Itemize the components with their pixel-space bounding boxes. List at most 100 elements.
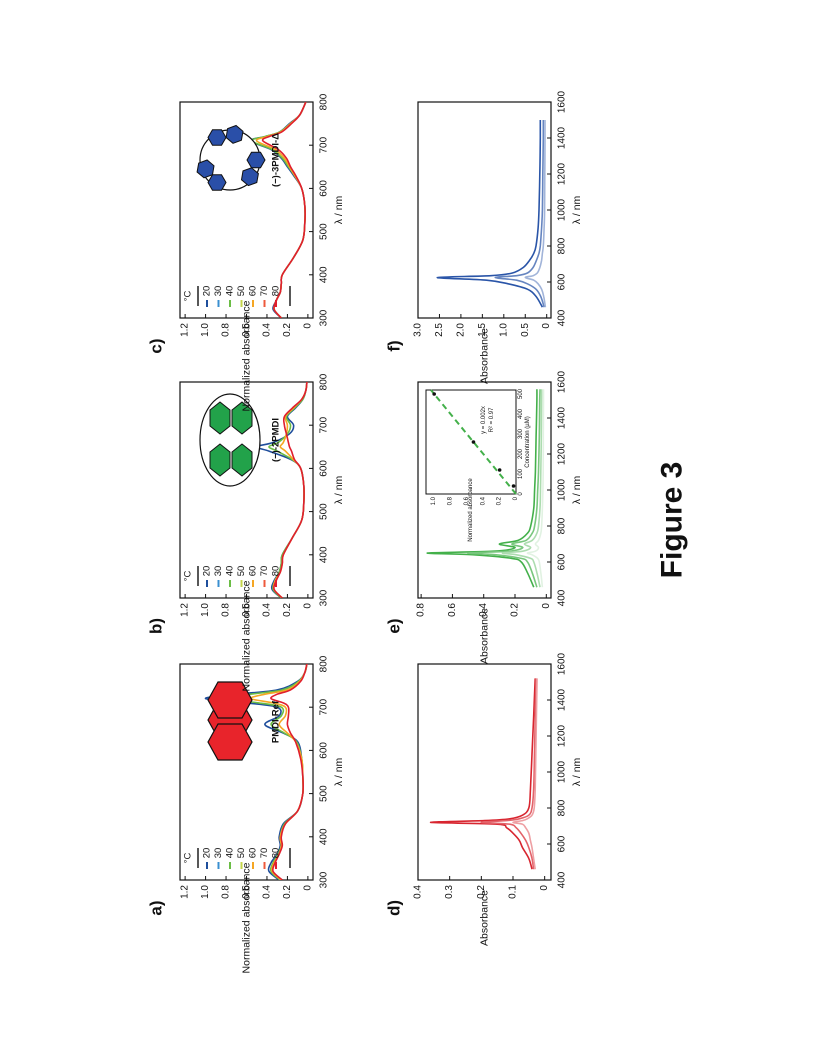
- x-tick-label: 500: [319, 223, 330, 240]
- y-tick-label: 0.1: [508, 885, 519, 899]
- y-tick-label: 0: [302, 323, 313, 329]
- y-tick-label: 0.4: [478, 603, 489, 617]
- inset-x-tick-label: 400: [518, 408, 524, 419]
- legend-entry: 40: [225, 566, 236, 577]
- y-tick-label: 2.5: [434, 323, 445, 337]
- y-tick-label: 1.2: [180, 603, 191, 617]
- x-tick-label: 800: [557, 237, 568, 254]
- legend-entry: 80: [271, 566, 282, 577]
- panel-label: e): [385, 618, 404, 633]
- legend-entry: 20: [202, 566, 213, 577]
- legend-entry: 40: [225, 848, 236, 859]
- temperature-legend: °C 20 30 40 50 60 70 80: [183, 848, 291, 869]
- x-tick-label: 800: [319, 373, 330, 390]
- series-line-1: [494, 120, 545, 308]
- series-line-0: [426, 389, 538, 588]
- legend-unit: °C: [183, 571, 194, 582]
- legend-entry: 50: [236, 286, 247, 297]
- y-axis-label: Normalized absorbance: [241, 300, 253, 411]
- x-axis-label: λ / nm: [333, 475, 345, 504]
- series-line-2: [501, 389, 543, 588]
- inset-x-tick-label: 0: [518, 492, 524, 496]
- legend-unit: °C: [183, 291, 194, 302]
- series-line-80: [270, 664, 308, 880]
- panel-label: c): [147, 338, 166, 353]
- legend-entry: 40: [225, 286, 236, 297]
- x-axis-label: λ / nm: [333, 757, 345, 786]
- legend-entry: 50: [236, 566, 247, 577]
- series-line-0: [429, 678, 536, 870]
- series-line-1: [480, 678, 537, 870]
- x-tick-label: 700: [319, 416, 330, 433]
- x-tick-label: 300: [319, 871, 330, 888]
- y-tick-label: 1.0: [200, 603, 211, 617]
- y-tick-label: 0: [541, 603, 552, 609]
- y-tick-label: 0.5: [520, 323, 531, 337]
- y-tick-label: 0: [302, 603, 313, 609]
- molecule-label: (−)-2PMDI: [271, 418, 282, 462]
- inset-x-tick-label: 100: [518, 468, 524, 479]
- series-line-60: [249, 664, 308, 880]
- x-tick-label: 800: [319, 655, 330, 672]
- series-line-2: [512, 678, 538, 870]
- inset-y-tick-label: 0.4: [480, 496, 486, 505]
- y-axis-label: Normalized absorbance: [241, 862, 253, 973]
- x-tick-label: 500: [319, 503, 330, 520]
- y-axis-label: Absorbance: [479, 328, 491, 384]
- x-tick-label: 1400: [557, 126, 568, 149]
- x-tick-label: 300: [319, 309, 330, 326]
- legend-entry: 70: [259, 566, 270, 577]
- panel-label: d): [385, 900, 404, 916]
- legend-entry: 30: [213, 286, 224, 297]
- x-tick-label: 1200: [557, 162, 568, 185]
- legend-entry: 60: [248, 848, 259, 859]
- y-tick-label: 0.8: [416, 603, 427, 617]
- legend-entry: 60: [248, 286, 259, 297]
- x-tick-label: 400: [319, 266, 330, 283]
- inset-y-tick-label: 1.0: [431, 496, 437, 505]
- series-line-80: [273, 382, 308, 598]
- x-tick-label: 1200: [557, 724, 568, 747]
- panel-f: 400 600 800 1000 1200 1400 1600 0 0.5 1.0 1.5 2.0 2.…: [385, 90, 584, 384]
- series-line-80: [261, 102, 307, 318]
- inset-point: [471, 440, 476, 444]
- x-tick-label: 400: [557, 871, 568, 888]
- inset-y-axis-label: Normalized absorbance: [468, 478, 474, 542]
- series-line-60: [272, 382, 308, 598]
- x-tick-label: 800: [557, 799, 568, 816]
- x-tick-label: 600: [557, 835, 568, 852]
- series-line-0: [436, 120, 544, 308]
- x-tick-label: 400: [319, 546, 330, 563]
- x-tick-label: 400: [557, 589, 568, 606]
- inset-y-tick-label: 0.6: [464, 496, 470, 505]
- legend-entry: 70: [259, 848, 270, 859]
- x-tick-label: 1000: [557, 198, 568, 221]
- y-tick-label: 0.2: [476, 885, 487, 899]
- x-tick-label: 400: [319, 828, 330, 845]
- y-tick-label: 0.4: [261, 885, 272, 899]
- figure-caption: Figure 3: [656, 462, 689, 579]
- panel-a: 300 400 500 600 700 800 0 0.2 0.4 0.6 0.8 1.0 1.2 λ /…: [147, 655, 346, 973]
- inset-x-tick-label: 300: [518, 428, 524, 439]
- y-tick-label: 0.4: [413, 885, 424, 899]
- inset-y-tick-label: 0.8: [448, 496, 454, 505]
- x-axis-label: λ / nm: [333, 195, 345, 224]
- legend-entry: 80: [271, 286, 282, 297]
- y-tick-label: 0.6: [241, 885, 252, 899]
- panel-c: 300 400 500 600 700 800 0 0.2 0.4 0.6 0.8 1.0 1.2 λ /…: [147, 93, 346, 411]
- x-tick-label: 500: [319, 785, 330, 802]
- y-tick-label: 0: [539, 885, 550, 891]
- x-tick-label: 1000: [557, 760, 568, 783]
- y-axis-label: Absorbance: [479, 608, 491, 664]
- y-tick-label: 0.2: [282, 885, 293, 899]
- x-tick-label: 1600: [557, 370, 568, 393]
- inset-r2-label: R² = 0.97: [489, 407, 495, 433]
- x-tick-label: 700: [319, 136, 330, 153]
- y-tick-label: 0.8: [221, 603, 232, 617]
- temperature-legend: °C 20 30 40 50 60 70 80: [183, 566, 291, 587]
- y-tick-label: 1.2: [180, 885, 191, 899]
- x-tick-label: 400: [557, 309, 568, 326]
- y-tick-label: 0.6: [241, 323, 252, 337]
- x-axis-label: λ / nm: [571, 475, 583, 504]
